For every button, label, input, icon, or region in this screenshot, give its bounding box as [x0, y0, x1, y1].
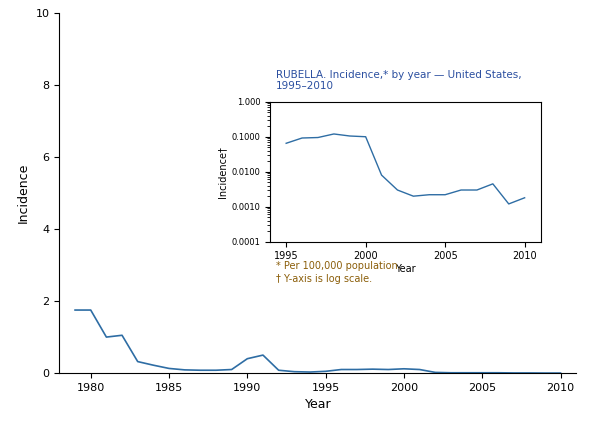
Text: † Y-axis is log scale.: † Y-axis is log scale. — [276, 274, 372, 284]
Text: 1995–2010: 1995–2010 — [276, 81, 334, 91]
X-axis label: Year: Year — [395, 264, 416, 274]
Y-axis label: Incidence†: Incidence† — [217, 146, 228, 198]
Text: * Per 100,000 population.: * Per 100,000 population. — [276, 261, 401, 271]
Y-axis label: Incidence: Incidence — [17, 163, 30, 223]
Text: RUBELLA. Incidence,* by year — United States,: RUBELLA. Incidence,* by year — United St… — [276, 70, 522, 81]
X-axis label: Year: Year — [305, 399, 331, 411]
